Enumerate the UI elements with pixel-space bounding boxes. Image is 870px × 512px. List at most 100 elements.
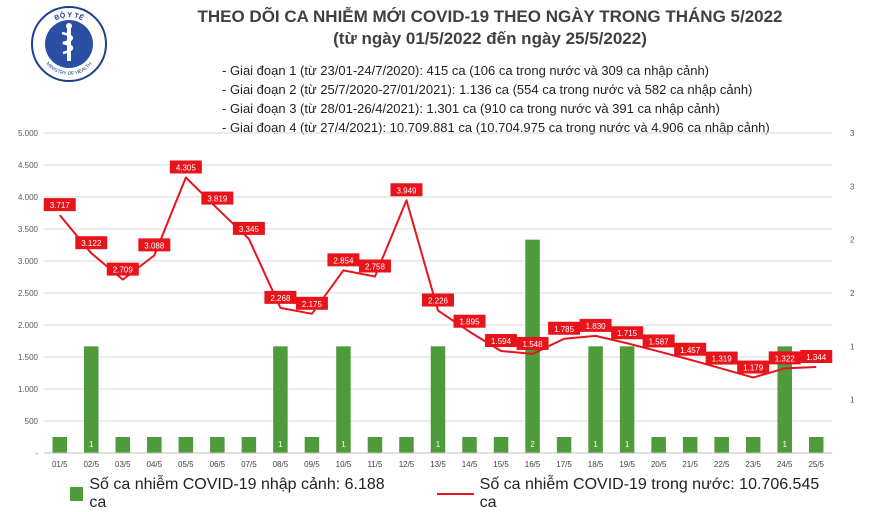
bar-value-label: 1 [89, 440, 94, 449]
x-tick-label: 16/5 [525, 460, 541, 469]
bar-value-label: 1 [593, 440, 598, 449]
y-left-tick-label: 1.500 [18, 353, 39, 362]
x-tick-label: 14/5 [462, 460, 478, 469]
bar-imported [304, 437, 320, 453]
bar-value-label: 1 [341, 440, 346, 449]
line-value-label-box [548, 321, 581, 335]
bar-imported [682, 437, 698, 453]
bar-imported [462, 437, 477, 453]
x-tick-label: 09/5 [304, 460, 320, 469]
bar-imported [52, 437, 68, 453]
line-value-label: 1.319 [712, 355, 733, 364]
chart-subtitle: (từ ngày 01/5/2022 đến ngày 25/5/2022) [333, 29, 647, 48]
bar-imported [808, 437, 824, 453]
legend: Số ca nhiễm COVID-19 nhập cảnh: 6.188 ca… [70, 476, 870, 512]
x-tick-label: 18/5 [588, 460, 604, 469]
line-value-label-box [295, 296, 328, 310]
y-right-tick-label: 3 [850, 129, 855, 138]
legend-label-imported: Số ca nhiễm COVID-19 nhập cảnh: 6.188 ca [89, 476, 385, 511]
legend-item-imported: Số ca nhiễm COVID-19 nhập cảnh: 6.188 ca [70, 476, 391, 512]
bar-imported [714, 437, 729, 453]
line-value-label-box [642, 334, 675, 348]
line-value-label: 1.785 [554, 325, 575, 334]
bar-imported [178, 437, 194, 453]
line-value-label-box [516, 336, 549, 350]
x-tick-label: 15/5 [493, 460, 509, 469]
bar-imported [210, 437, 225, 453]
line-value-label: 2.758 [365, 262, 386, 271]
line-value-label: 1.344 [806, 353, 827, 362]
line-value-label-box [75, 236, 108, 250]
x-tick-label: 12/5 [399, 460, 415, 469]
line-value-label: 3.949 [396, 186, 417, 195]
bar-imported [241, 437, 257, 453]
line-value-label-box [768, 351, 801, 365]
bar-imported [367, 437, 383, 453]
bar-value-label: 1 [436, 440, 441, 449]
line-value-label-box [422, 293, 454, 307]
line-value-label: 1.457 [680, 346, 701, 355]
x-tick-label: 17/5 [556, 460, 572, 469]
bar-imported [336, 346, 351, 453]
x-tick-label: 03/5 [115, 460, 131, 469]
phase-1-summary: - Giai đoạn 1 (từ 23/01-24/7/2020): 415 … [222, 63, 710, 78]
line-value-label-box [232, 221, 265, 235]
bar-imported [745, 437, 761, 453]
y-left-tick-label: 2.000 [18, 321, 39, 330]
line-value-label: 2.709 [113, 266, 134, 275]
line-value-label: 3.122 [81, 239, 102, 248]
x-tick-label: 20/5 [651, 460, 667, 469]
x-tick-label: 08/5 [273, 460, 289, 469]
line-value-label-box [138, 238, 171, 252]
phase-2-summary: - Giai đoạn 2 (từ 25/7/2020-27/01/2021):… [222, 82, 753, 97]
bar-imported [430, 346, 446, 453]
x-tick-label: 05/5 [178, 460, 194, 469]
line-value-label-box [453, 314, 486, 328]
bar-imported [115, 437, 131, 453]
x-tick-label: 04/5 [147, 460, 163, 469]
y-left-tick-label: 3.000 [18, 257, 39, 266]
line-value-label-box [674, 342, 707, 356]
bar-imported [273, 346, 288, 453]
legend-item-domestic: Số ca nhiễm COVID-19 trong nước: 10.706.… [437, 476, 824, 512]
line-value-label: 4.305 [176, 163, 197, 172]
line-value-label-box [579, 318, 612, 332]
line-value-label-box [485, 333, 518, 347]
y-left-tick-label: 500 [25, 417, 39, 426]
line-value-label: 1.715 [617, 329, 638, 338]
legend-swatch-line [437, 493, 474, 495]
y-left-tick-label: 5.000 [18, 129, 39, 138]
line-value-label-box [264, 290, 297, 304]
y-left-tick-label: 2.500 [18, 289, 39, 298]
line-value-label: 3.819 [207, 195, 228, 204]
line-value-label: 2.268 [270, 294, 291, 303]
phase-summary: - Giai đoạn 1 (từ 23/01-24/7/2020): 415 … [222, 61, 770, 137]
x-tick-label: 01/5 [52, 460, 68, 469]
y-left-tick-label: - [35, 449, 38, 458]
line-value-label-box [201, 191, 234, 205]
line-value-label: 2.854 [333, 256, 354, 265]
line-value-label-box [358, 259, 391, 273]
bar-value-label: 1 [782, 440, 787, 449]
line-value-label: 3.717 [50, 201, 71, 210]
phase-4-summary: - Giai đoạn 4 (từ 27/4/2021): 10.709.881… [222, 120, 770, 135]
line-value-label-box [106, 262, 139, 276]
line-value-label: 2.175 [302, 300, 323, 309]
line-value-label-box [611, 326, 644, 340]
bar-imported [556, 437, 572, 453]
x-tick-label: 06/5 [210, 460, 226, 469]
line-value-label: 3.345 [239, 225, 260, 234]
x-tick-label: 13/5 [430, 460, 446, 469]
x-tick-label: 25/5 [808, 460, 824, 469]
line-value-label: 1.322 [775, 354, 796, 363]
line-value-label-box [43, 198, 76, 212]
line-value-label: 1.179 [743, 364, 764, 373]
line-value-label-box [737, 360, 770, 374]
y-right-tick-label: 2 [850, 289, 855, 298]
line-value-label-box [169, 160, 202, 174]
y-right-tick-label: 3 [850, 182, 855, 191]
line-value-label-box [327, 253, 360, 267]
line-value-label: 1.895 [460, 318, 481, 327]
bar-imported [777, 346, 792, 453]
legend-swatch-bar [70, 487, 84, 501]
